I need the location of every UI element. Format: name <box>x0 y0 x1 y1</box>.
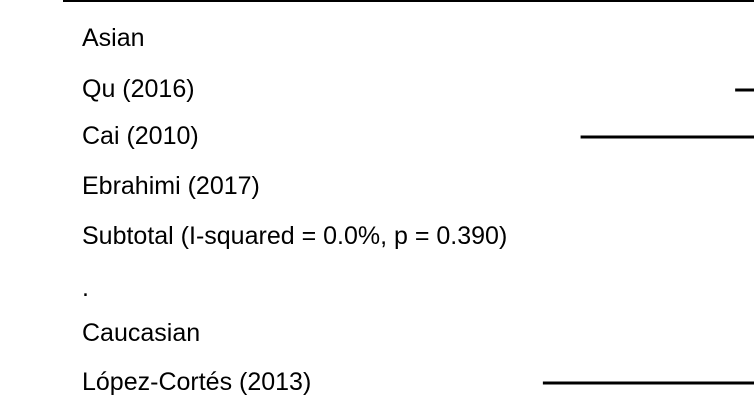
confidence-intervals <box>542 88 754 385</box>
row-label-lopez-cortes-2013: López-Cortés (2013) <box>82 368 311 396</box>
study-labels: Asian Qu (2016) Cai (2010) Ebrahimi (2017) S… <box>82 24 507 396</box>
row-label-caucasian: Caucasian <box>82 319 200 347</box>
row-label-subtotal-i-squared-0-0-p-0-390: Subtotal (I-squared = 0.0%, p = 0.390) <box>82 222 507 250</box>
row-label-asian: Asian <box>82 24 145 52</box>
row-label-ebrahimi-2017: Ebrahimi (2017) <box>82 172 260 200</box>
row-label-dot: . <box>82 274 89 302</box>
row-label-cai-2010: Cai (2010) <box>82 122 199 150</box>
row-label-qu-2016: Qu (2016) <box>82 75 195 103</box>
